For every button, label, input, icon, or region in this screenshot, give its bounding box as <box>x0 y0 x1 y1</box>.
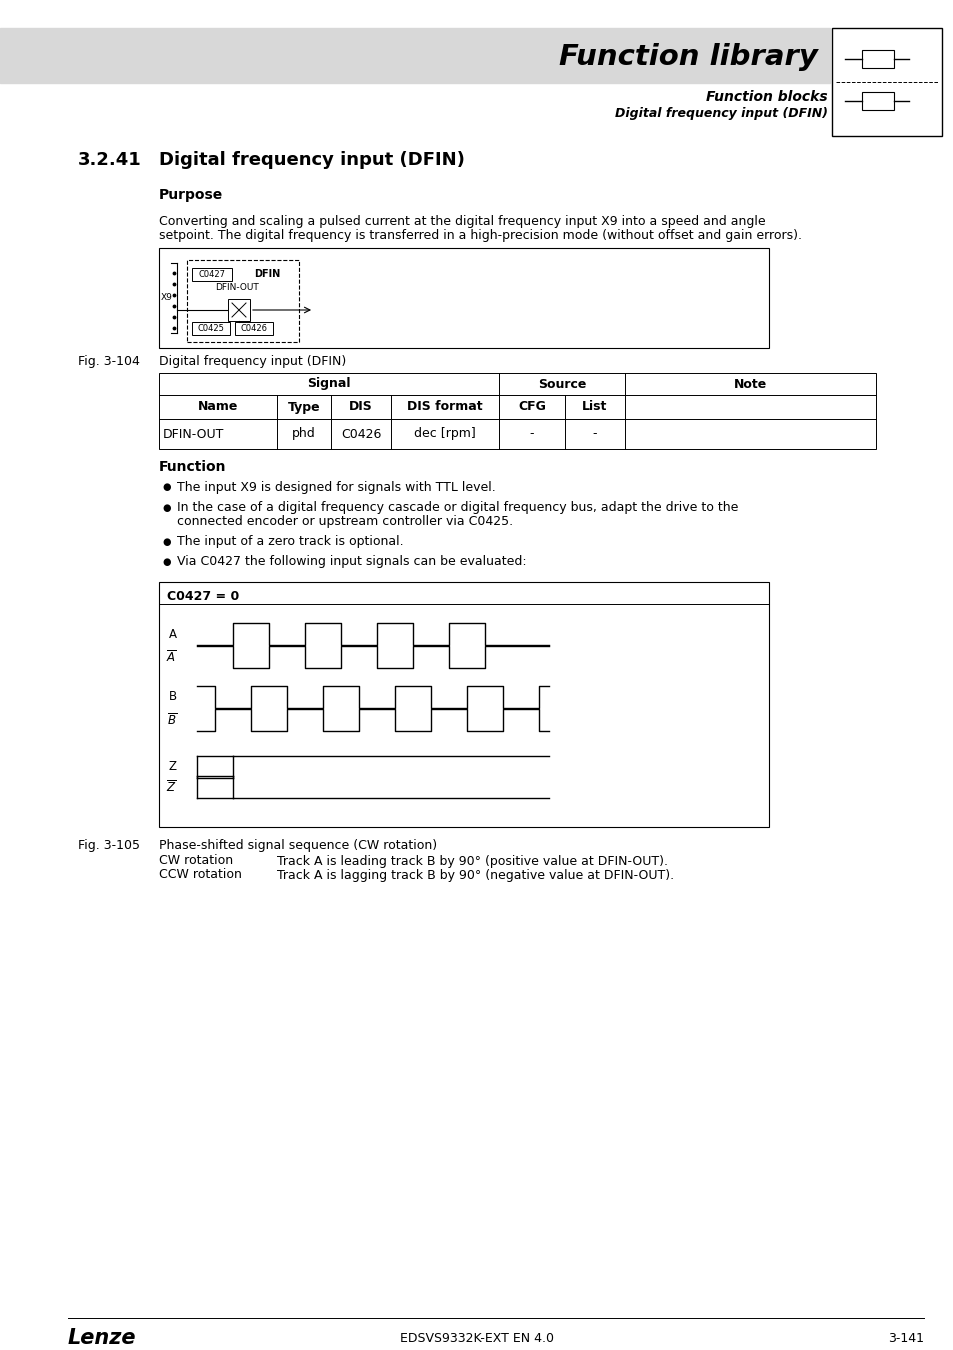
Text: Phase-shifted signal sequence (CW rotation): Phase-shifted signal sequence (CW rotati… <box>159 838 436 852</box>
Text: ●: ● <box>163 558 172 567</box>
Text: DFIN: DFIN <box>253 269 280 279</box>
Text: Track A is leading track B by 90° (positive value at DFIN-OUT).: Track A is leading track B by 90° (posit… <box>276 855 667 868</box>
Text: phd: phd <box>292 428 315 440</box>
Text: X9: X9 <box>161 293 172 302</box>
Bar <box>159 582 768 828</box>
Bar <box>228 298 250 321</box>
Text: Digital frequency input (DFIN): Digital frequency input (DFIN) <box>159 151 464 169</box>
Text: dec [rpm]: dec [rpm] <box>414 428 476 440</box>
Text: Name: Name <box>197 401 238 413</box>
Text: 3.2.41: 3.2.41 <box>78 151 142 169</box>
Text: DFIN-OUT: DFIN-OUT <box>163 428 224 440</box>
Text: CFG: CFG <box>517 401 545 413</box>
Text: Track A is lagging track B by 90° (negative value at DFIN-OUT).: Track A is lagging track B by 90° (negat… <box>276 868 674 882</box>
Bar <box>159 373 875 450</box>
Text: $\overline{Z}$: $\overline{Z}$ <box>166 779 177 795</box>
Text: ●: ● <box>163 537 172 547</box>
Text: The input of a zero track is optional.: The input of a zero track is optional. <box>177 536 403 548</box>
Text: 3-141: 3-141 <box>887 1331 923 1345</box>
Text: Lenze: Lenze <box>68 1328 136 1349</box>
Text: Source: Source <box>537 378 585 390</box>
Text: Digital frequency input (DFIN): Digital frequency input (DFIN) <box>159 355 346 369</box>
Text: Converting and scaling a pulsed current at the digital frequency input X9 into a: Converting and scaling a pulsed current … <box>159 215 765 228</box>
Text: connected encoder or upstream controller via C0425.: connected encoder or upstream controller… <box>177 516 513 528</box>
Text: EDSVS9332K-EXT EN 4.0: EDSVS9332K-EXT EN 4.0 <box>399 1331 554 1345</box>
Text: DIS: DIS <box>349 401 373 413</box>
Text: The input X9 is designed for signals with TTL level.: The input X9 is designed for signals wit… <box>177 481 496 494</box>
Text: DFIN-OUT: DFIN-OUT <box>214 284 258 293</box>
Bar <box>831 28 941 136</box>
Text: Digital frequency input (DFIN): Digital frequency input (DFIN) <box>615 107 827 120</box>
Text: CW rotation: CW rotation <box>159 855 233 868</box>
Text: Function library: Function library <box>558 43 817 72</box>
Text: Note: Note <box>733 378 766 390</box>
Text: C0427: C0427 <box>198 270 225 279</box>
Text: C0427 = 0: C0427 = 0 <box>167 590 239 602</box>
Text: ●: ● <box>163 504 172 513</box>
Bar <box>192 269 232 281</box>
Text: Via C0427 the following input signals can be evaluated:: Via C0427 the following input signals ca… <box>177 555 526 568</box>
Text: List: List <box>581 401 607 413</box>
Text: setpoint. The digital frequency is transferred in a high-precision mode (without: setpoint. The digital frequency is trans… <box>159 230 801 242</box>
Text: A: A <box>169 628 177 640</box>
Bar <box>234 323 273 335</box>
Bar <box>159 248 768 348</box>
Text: Purpose: Purpose <box>159 188 223 202</box>
Text: -: - <box>529 428 534 440</box>
Text: In the case of a digital frequency cascade or digital frequency bus, adapt the d: In the case of a digital frequency casca… <box>177 501 738 514</box>
Text: DIS format: DIS format <box>407 401 482 413</box>
Text: C0425: C0425 <box>197 324 224 333</box>
Text: ●: ● <box>163 482 172 491</box>
Bar <box>192 323 230 335</box>
Text: B: B <box>169 690 177 703</box>
Text: Z: Z <box>169 760 177 774</box>
Text: Function: Function <box>159 460 226 474</box>
Text: C0426: C0426 <box>240 324 267 333</box>
Text: Fig. 3-105: Fig. 3-105 <box>78 838 140 852</box>
Text: C0426: C0426 <box>340 428 381 440</box>
Text: Type: Type <box>288 401 320 413</box>
Bar <box>187 261 298 342</box>
Bar <box>0 28 829 82</box>
Text: Fig. 3-104: Fig. 3-104 <box>78 355 140 369</box>
Text: -: - <box>592 428 597 440</box>
Text: CCW rotation: CCW rotation <box>159 868 242 882</box>
Bar <box>862 50 893 68</box>
Bar <box>862 92 893 109</box>
Text: Signal: Signal <box>307 378 351 390</box>
Text: $\overline{B}$: $\overline{B}$ <box>167 713 177 728</box>
Text: Function blocks: Function blocks <box>705 90 827 104</box>
Text: $\overline{A}$: $\overline{A}$ <box>166 649 177 664</box>
